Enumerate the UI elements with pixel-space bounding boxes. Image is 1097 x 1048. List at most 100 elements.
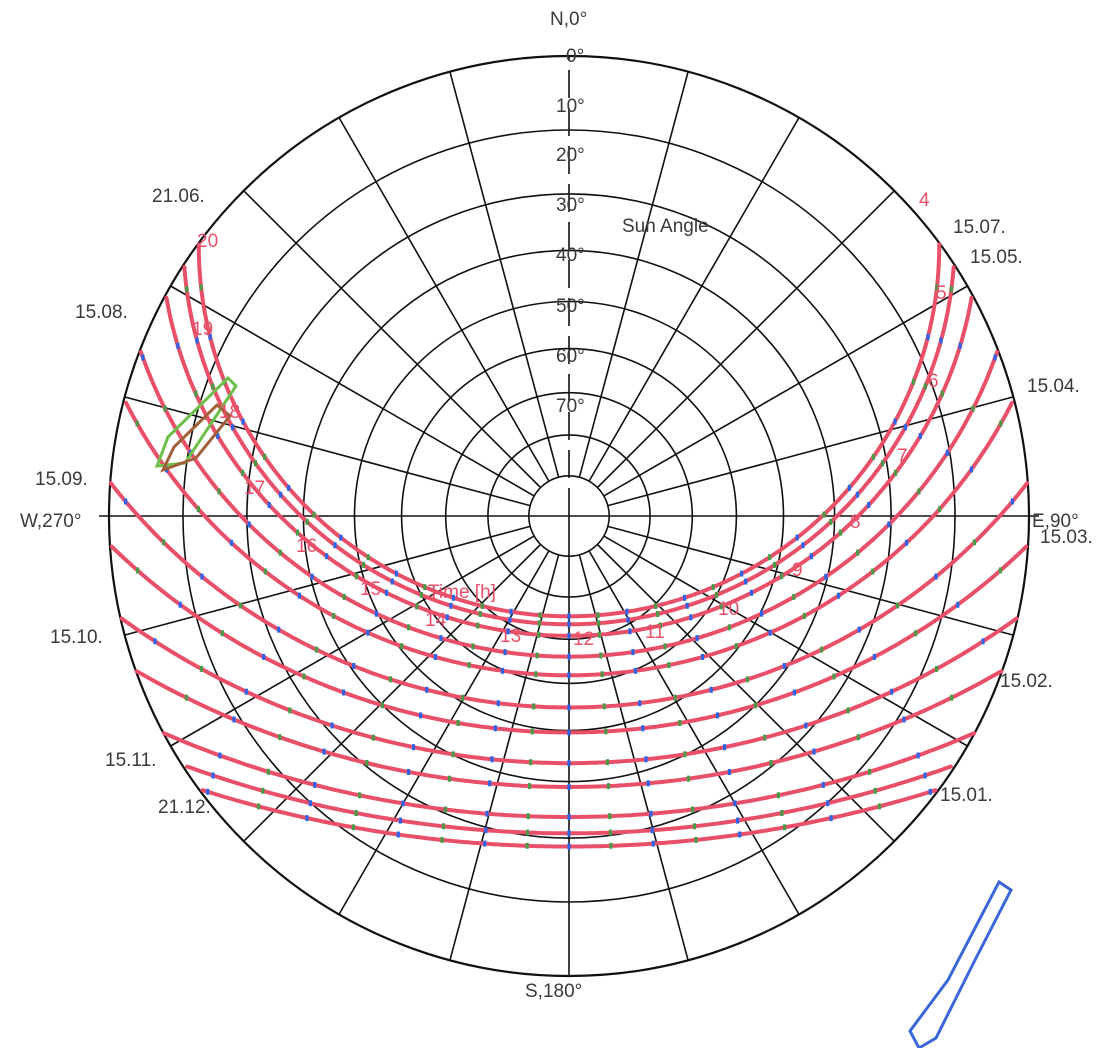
hour-marker <box>396 831 400 838</box>
hour-marker <box>371 734 375 741</box>
hour-marker <box>928 788 932 795</box>
hour-marker <box>231 424 235 431</box>
hour-marker <box>567 621 571 628</box>
hour-marker <box>956 601 960 608</box>
hour-marker <box>685 602 689 609</box>
hour-marker <box>476 622 480 629</box>
hour-label-16: 16 <box>296 536 317 557</box>
hour-marker <box>768 629 772 636</box>
date-label-15-02: 15.02. <box>1000 671 1053 692</box>
hour-marker <box>508 616 512 623</box>
hour-marker <box>760 610 764 617</box>
hour-marker <box>525 842 529 849</box>
hour-marker <box>366 629 370 636</box>
hour-label-18: 18 <box>219 402 240 423</box>
hour-marker <box>440 836 444 843</box>
hour-marker <box>425 686 429 693</box>
hour-marker <box>895 602 900 609</box>
hour-marker <box>537 631 541 638</box>
hour-marker <box>456 720 460 726</box>
hour-marker <box>415 603 419 610</box>
hour-marker <box>658 622 662 629</box>
south-label: S,180° <box>525 981 582 1002</box>
hour-marker <box>903 424 907 431</box>
hour-marker <box>935 665 939 672</box>
hour-marker <box>663 643 667 650</box>
hour-marker <box>678 720 682 726</box>
hour-marker <box>358 792 362 799</box>
hour-marker <box>567 784 571 790</box>
hour-marker <box>506 628 510 635</box>
hour-marker <box>923 772 927 779</box>
hour-marker <box>769 760 773 766</box>
hour-marker <box>857 626 861 633</box>
hour-marker <box>690 806 695 813</box>
date-label-15-08: 15.08. <box>75 302 128 323</box>
hour-marker <box>873 787 877 794</box>
hour-marker <box>312 511 316 518</box>
hour-marker <box>773 561 777 568</box>
hour-marker <box>631 649 635 656</box>
hour-marker <box>714 592 719 598</box>
hour-marker <box>734 643 738 650</box>
hour-marker <box>500 667 505 674</box>
sun-angle-label: Sun Angle <box>622 216 709 237</box>
hour-marker <box>184 694 188 701</box>
hour-marker <box>763 734 767 741</box>
hour-marker <box>354 573 358 580</box>
hour-marker <box>537 620 541 627</box>
hour-marker <box>673 694 677 701</box>
hour-marker <box>654 603 658 609</box>
date-label-21-12: 21.12. <box>158 797 211 818</box>
blue-outline-shape <box>908 879 1013 1048</box>
hour-marker <box>287 484 291 491</box>
hour-marker <box>993 354 997 361</box>
date-label-15-11: 15.11. <box>105 750 156 771</box>
hour-marker <box>934 573 938 580</box>
hour-marker <box>185 286 189 293</box>
hour-marker <box>199 284 203 291</box>
hour-marker <box>904 539 909 546</box>
hour-marker <box>302 673 306 680</box>
hour-marker <box>503 649 507 656</box>
hour-marker <box>856 549 860 556</box>
hour-marker <box>998 567 1002 574</box>
hour-marker <box>330 722 334 729</box>
hour-marker <box>279 491 283 498</box>
elevation-label-50: 50° <box>556 296 585 317</box>
hour-marker <box>802 612 806 619</box>
hour-marker <box>783 824 787 831</box>
azimuth-line-120 <box>603 535 968 747</box>
hour-marker <box>871 568 875 575</box>
hour-marker <box>939 337 943 344</box>
hour-marker <box>911 378 916 385</box>
hour-marker <box>780 810 784 816</box>
hour-marker <box>305 815 309 822</box>
hour-label-11: 11 <box>645 622 665 643</box>
hour-marker <box>917 488 921 495</box>
hour-marker <box>484 827 488 834</box>
hour-marker <box>567 843 571 850</box>
azimuth-line-45 <box>596 190 895 489</box>
hour-marker <box>211 772 215 779</box>
hour-marker <box>600 671 604 678</box>
hour-marker <box>490 756 494 763</box>
hour-marker <box>727 769 731 775</box>
hour-marker <box>821 781 825 788</box>
elevation-label-60: 60° <box>556 346 585 367</box>
elevation-label-20: 20° <box>556 145 585 166</box>
hour-marker <box>124 498 128 505</box>
hour-marker <box>199 665 203 672</box>
hour-marker <box>471 643 475 650</box>
azimuth-line-240 <box>170 535 535 747</box>
azimuth-line-75 <box>607 396 1014 507</box>
hour-marker <box>380 702 384 709</box>
hour-label-5: 5 <box>936 283 947 304</box>
hour-marker <box>263 568 267 575</box>
hour-marker <box>832 673 836 680</box>
hour-marker <box>826 800 830 807</box>
hour-marker <box>232 716 236 723</box>
time-axis-label: Time [h] <box>428 582 496 603</box>
hour-marker <box>604 728 608 735</box>
hour-marker <box>597 631 601 638</box>
